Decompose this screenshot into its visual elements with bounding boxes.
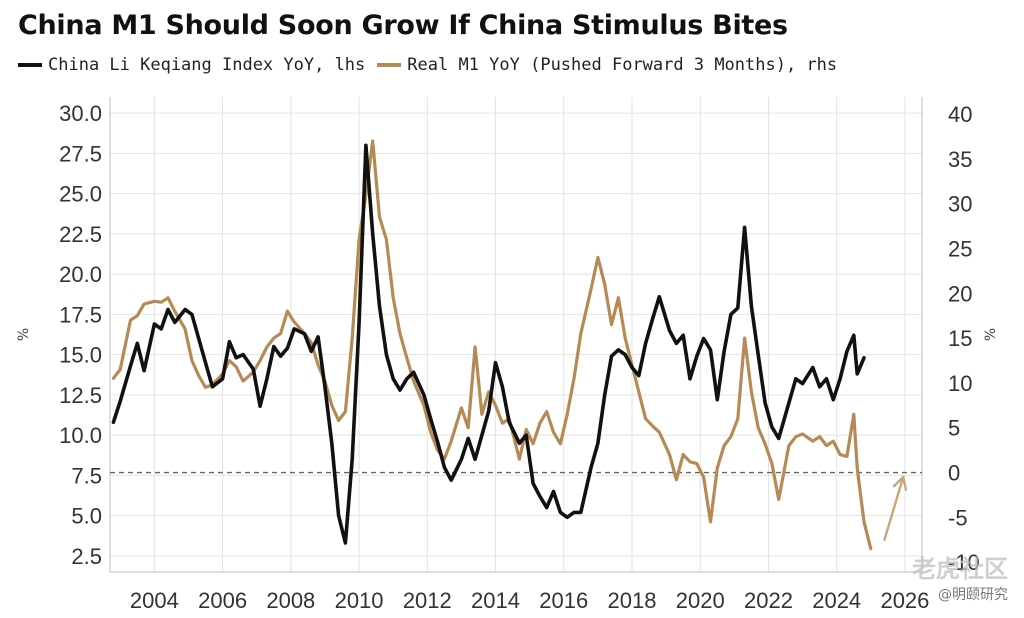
- y-right-tick-label: 25: [948, 236, 972, 261]
- axes: [109, 97, 923, 573]
- x-tick-label: 2004: [130, 588, 179, 613]
- x-tick-label: 2022: [744, 588, 793, 613]
- legend-swatch-lhs: [18, 63, 42, 67]
- legend-label-lhs: China Li Keqiang Index YoY, lhs: [48, 55, 366, 75]
- watermark-brand: 老虎社区: [912, 555, 1008, 583]
- y-left-tick-label: 15.0: [59, 343, 102, 368]
- y-right-tick-label: 10: [948, 371, 972, 396]
- x-tick-label: 2020: [676, 588, 725, 613]
- y-right-tick-label: -5: [948, 505, 968, 530]
- right-axis-unit: %: [983, 328, 999, 341]
- arrow-shaft: [883, 475, 905, 541]
- series-layer: [111, 139, 873, 551]
- legend-item-lhs: China Li Keqiang Index YoY, lhs: [18, 55, 365, 75]
- x-tick-label: 2024: [812, 588, 861, 613]
- arrow-head: [892, 475, 908, 491]
- y-right-tick-label: 5: [948, 416, 960, 441]
- y-right-tick-label: -10: [948, 550, 980, 575]
- tick-labels: 2.5 5.0 7.5 10.0 12.5 15.0 17.5 20.0 22.5 25.0 27.…: [16, 101, 999, 613]
- watermark-handle: @明颐研究: [938, 587, 1008, 603]
- left-axis-unit: %: [16, 328, 32, 341]
- y-left-tick-label: 5.0: [71, 504, 102, 529]
- y-left-tick-label: 7.5: [71, 463, 102, 488]
- y-left-tick-label: 30.0: [59, 101, 102, 126]
- watermark: 老虎社区 @明颐研究: [912, 549, 1008, 604]
- x-tick-label: 2014: [471, 588, 520, 613]
- y-left-tick-label: 2.5: [71, 544, 102, 569]
- y-right-tick-label: 40: [948, 102, 972, 127]
- x-tick-label: 2008: [266, 588, 315, 613]
- x-tick-label: 2026: [880, 588, 929, 613]
- series-line-real-m1: [111, 139, 873, 551]
- y-right-tick-label: 20: [948, 281, 972, 306]
- y-left-tick-label: 22.5: [59, 222, 102, 247]
- x-tick-label: 2010: [335, 588, 384, 613]
- legend: China Li Keqiang Index YoY, lhs Real M1 …: [18, 55, 849, 75]
- y-right-tick-label: 30: [948, 192, 972, 217]
- grid: [110, 97, 922, 572]
- legend-label-rhs: Real M1 YoY (Pushed Forward 3 Months), r…: [407, 55, 838, 75]
- x-tick-label: 2018: [608, 588, 657, 613]
- x-tick-label: 2006: [198, 588, 247, 613]
- y-right-tick-label: 35: [948, 147, 972, 172]
- legend-item-rhs: Real M1 YoY (Pushed Forward 3 Months), r…: [377, 55, 837, 75]
- annotation-layer: [883, 475, 908, 541]
- y-right-tick-label: 0: [948, 461, 960, 486]
- y-left-tick-label: 12.5: [59, 383, 102, 408]
- series-line-li-keqiang: [111, 143, 866, 545]
- y-left-tick-label: 17.5: [59, 302, 102, 327]
- y-left-tick-label: 25.0: [59, 182, 102, 207]
- y-left-tick-label: 10.0: [59, 423, 102, 448]
- chart-title: China M1 Should Soon Grow If China Stimu…: [18, 10, 788, 41]
- y-left-tick-label: 20.0: [59, 262, 102, 287]
- y-right-tick-label: 15: [948, 326, 972, 351]
- x-tick-label: 2016: [539, 588, 588, 613]
- x-tick-label: 2012: [403, 588, 452, 613]
- legend-swatch-rhs: [377, 63, 402, 67]
- y-left-tick-label: 27.5: [59, 141, 102, 166]
